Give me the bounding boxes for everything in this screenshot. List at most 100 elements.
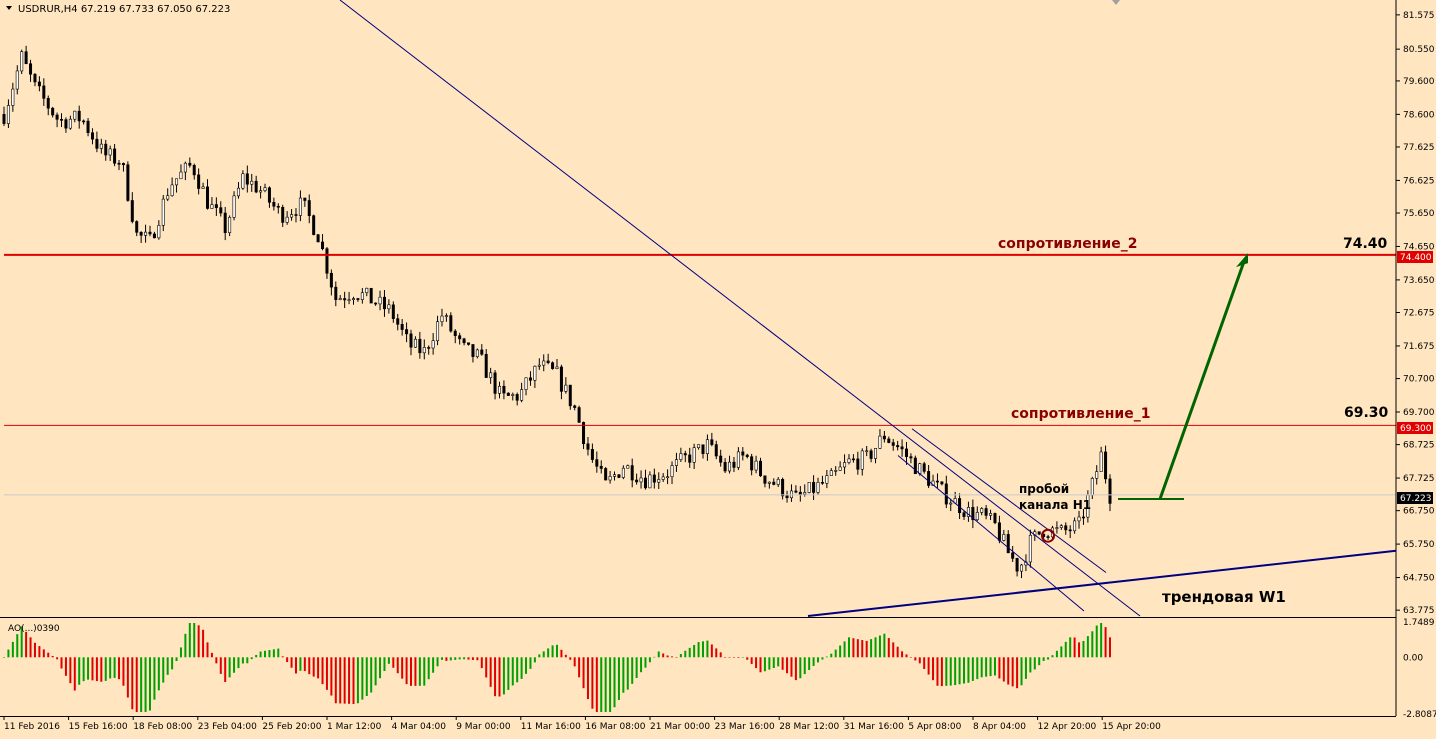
ao-bar xyxy=(635,657,638,679)
ao-bar xyxy=(148,657,151,711)
ao-bar xyxy=(259,651,262,658)
candle-body xyxy=(940,481,944,485)
candle-body xyxy=(360,292,364,300)
collapse-triangle-icon[interactable] xyxy=(6,6,12,10)
candle-body xyxy=(73,110,77,120)
ao-bar xyxy=(352,657,355,704)
candle-body xyxy=(418,338,422,354)
ao-bar xyxy=(410,657,413,686)
ao-bar xyxy=(343,657,346,704)
ao-bar xyxy=(909,657,912,658)
candle-body xyxy=(68,118,72,129)
ao-bar xyxy=(1033,657,1036,670)
candle-body xyxy=(254,180,258,193)
ao-bar xyxy=(308,657,311,675)
ao-bar xyxy=(250,657,253,660)
ao-bar xyxy=(7,649,10,658)
ao-bar xyxy=(936,657,939,686)
ao-bar xyxy=(87,657,90,680)
ao-bar xyxy=(255,654,258,658)
candle-body xyxy=(847,458,851,463)
ao-bar xyxy=(684,650,687,658)
candle-body xyxy=(95,138,99,149)
ao-bar xyxy=(126,657,129,698)
ao-bar xyxy=(847,637,850,658)
candle-body xyxy=(272,201,276,207)
candle-body xyxy=(613,474,617,477)
ao-bar xyxy=(42,649,45,658)
candle-body xyxy=(829,470,833,476)
candle-body xyxy=(382,296,386,310)
candle-body xyxy=(1020,564,1024,572)
price-tick-label: 80.550 xyxy=(1403,45,1435,55)
candle-body xyxy=(139,232,143,236)
candle-body xyxy=(918,463,922,475)
ao-bar xyxy=(432,657,435,673)
ao-bar xyxy=(334,657,337,704)
ao-bar xyxy=(746,657,749,660)
chart-shift-marker-icon[interactable] xyxy=(1112,0,1120,5)
time-tick-label: 9 Mar 00:00 xyxy=(456,722,511,732)
candle-body xyxy=(944,483,948,505)
ao-bar xyxy=(578,657,581,678)
time-axis: 11 Feb 2016 15 Feb 16:00 18 Feb 08:00 23 Fe… xyxy=(3,716,1161,732)
candle-body xyxy=(568,384,572,407)
resistance-1-value: 69.30 xyxy=(1344,405,1389,421)
ao-bar xyxy=(392,657,395,668)
candle-body xyxy=(391,304,395,319)
candle-body xyxy=(904,448,908,457)
ao-bar xyxy=(830,653,833,658)
ao-axis: 1.7489 0.00 -2.8087 xyxy=(1403,618,1436,720)
candle-body xyxy=(608,476,612,481)
candle-body xyxy=(60,119,64,121)
ao-bar xyxy=(113,657,116,678)
time-tick-label: 15 Apr 20:00 xyxy=(1102,722,1161,732)
candle-body xyxy=(405,329,409,335)
price-tick-label: 76.625 xyxy=(1403,176,1435,186)
ao-bar xyxy=(436,657,439,667)
ao-bar xyxy=(467,657,470,660)
candle-body xyxy=(767,481,771,484)
candle-body xyxy=(621,467,625,478)
candle-body xyxy=(887,438,891,443)
price-tick-label: 70.700 xyxy=(1403,375,1435,385)
candle-body xyxy=(413,338,417,348)
ao-bar xyxy=(861,640,864,658)
ao-bar xyxy=(219,657,222,674)
ao-bar xyxy=(1042,657,1045,661)
ao-bar xyxy=(648,657,651,663)
ao-bar xyxy=(361,657,364,700)
candle-body xyxy=(648,474,652,489)
ao-bar xyxy=(1100,623,1103,658)
ao-bar xyxy=(224,657,227,683)
ao-bar xyxy=(878,635,881,658)
candle-body xyxy=(86,120,90,134)
price-tick-label: 71.675 xyxy=(1403,342,1435,352)
ao-bar xyxy=(507,657,510,690)
candle-body xyxy=(135,221,139,233)
candle-body xyxy=(1055,527,1059,529)
ao-bar xyxy=(379,657,382,679)
projection-arrowhead-icon xyxy=(1236,253,1248,268)
candle-body xyxy=(20,51,24,72)
candle-body xyxy=(475,349,479,357)
candle-body xyxy=(298,197,302,216)
ao-bar xyxy=(551,645,554,658)
candle-body xyxy=(524,377,528,390)
candle-body xyxy=(674,459,678,466)
ao-bar xyxy=(370,657,373,693)
candle-body xyxy=(980,508,984,513)
candle-body xyxy=(1108,478,1112,504)
candle-body xyxy=(555,366,559,369)
ao-bar xyxy=(485,657,488,678)
svg-text:74.400: 74.400 xyxy=(1400,253,1432,263)
ao-bar xyxy=(153,657,156,700)
ao-bar xyxy=(927,657,930,675)
ao-bar xyxy=(502,657,505,695)
candle-body xyxy=(874,448,878,459)
ao-bar xyxy=(104,657,107,681)
candle-body xyxy=(369,287,373,304)
candle-body xyxy=(719,455,723,463)
candle-body xyxy=(891,442,895,446)
